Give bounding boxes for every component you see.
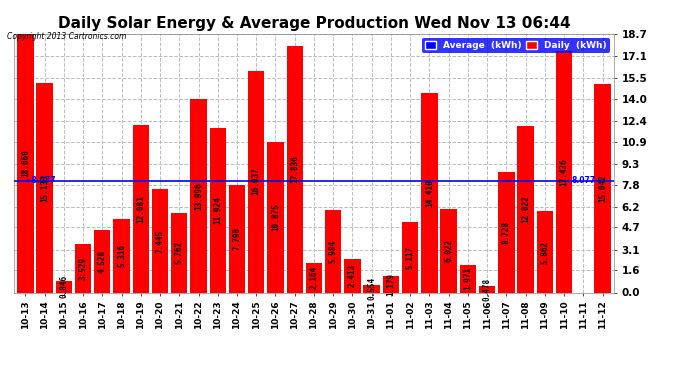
Text: 11.924: 11.924	[213, 196, 222, 224]
Text: 1.179: 1.179	[386, 273, 395, 296]
Text: 5.862: 5.862	[540, 240, 549, 264]
Text: 8.077→: 8.077→	[572, 176, 602, 185]
Text: 2.413: 2.413	[348, 264, 357, 287]
Bar	[75, 244, 91, 292]
Bar	[440, 209, 457, 292]
Bar	[132, 125, 149, 292]
Bar	[498, 172, 515, 292]
Bar	[267, 142, 284, 292]
Text: 15.133: 15.133	[40, 174, 49, 202]
Text: 2.164: 2.164	[309, 266, 319, 289]
Bar	[402, 222, 418, 292]
Bar	[556, 51, 572, 292]
Text: 17.426: 17.426	[560, 158, 569, 186]
Text: 14.410: 14.410	[425, 179, 434, 207]
Text: 5.762: 5.762	[175, 241, 184, 264]
Text: 16.037: 16.037	[252, 168, 261, 195]
Text: 0.554: 0.554	[367, 277, 376, 300]
Bar	[229, 184, 245, 292]
Bar	[17, 34, 34, 292]
Text: 6.022: 6.022	[444, 239, 453, 262]
Bar	[210, 128, 226, 292]
Text: 5.117: 5.117	[406, 246, 415, 268]
Legend: Average  (kWh), Daily  (kWh): Average (kWh), Daily (kWh)	[422, 38, 609, 53]
Bar	[479, 286, 495, 292]
Bar	[518, 126, 534, 292]
Text: 17.836: 17.836	[290, 155, 299, 183]
Bar	[364, 285, 380, 292]
Text: 3.529: 3.529	[79, 256, 88, 280]
Bar	[171, 213, 188, 292]
Bar	[421, 93, 437, 292]
Text: 0.478: 0.478	[482, 278, 491, 301]
Title: Daily Solar Energy & Average Production Wed Nov 13 06:44: Daily Solar Energy & Average Production …	[58, 16, 570, 31]
Bar	[248, 70, 264, 292]
Bar	[306, 262, 322, 292]
Bar	[344, 259, 361, 292]
Text: 4.528: 4.528	[98, 250, 107, 273]
Text: 12.022: 12.022	[521, 195, 530, 223]
Text: 10.875: 10.875	[271, 203, 280, 231]
Bar	[537, 211, 553, 292]
Text: Copyright 2013 Cartronics.com: Copyright 2013 Cartronics.com	[7, 32, 126, 41]
Text: 1.971: 1.971	[464, 267, 473, 290]
Text: 8.728: 8.728	[502, 220, 511, 244]
Bar	[325, 210, 342, 292]
Bar	[460, 265, 476, 292]
Text: 15.042: 15.042	[598, 174, 607, 202]
Text: 7.445: 7.445	[155, 230, 164, 252]
Bar	[37, 83, 52, 292]
Bar	[383, 276, 399, 292]
Bar	[594, 84, 611, 292]
Bar	[56, 281, 72, 292]
Text: 5.984: 5.984	[328, 240, 337, 262]
Bar	[286, 46, 303, 292]
Bar	[113, 219, 130, 292]
Text: 0.846: 0.846	[59, 275, 68, 298]
Text: 13.996: 13.996	[194, 182, 203, 210]
Text: 12.081: 12.081	[137, 195, 146, 223]
Bar	[152, 189, 168, 292]
Bar	[94, 230, 110, 292]
Text: 7.798: 7.798	[233, 227, 241, 250]
Bar	[190, 99, 207, 292]
Text: ←8.077: ←8.077	[26, 176, 56, 185]
Text: 18.660: 18.660	[21, 150, 30, 177]
Text: 5.316: 5.316	[117, 244, 126, 267]
